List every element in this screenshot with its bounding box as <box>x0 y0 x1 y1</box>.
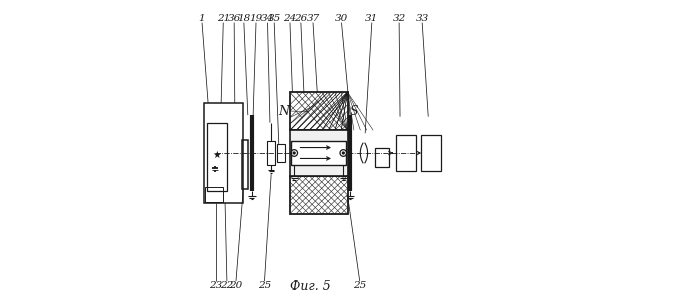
Bar <box>396 135 416 171</box>
Text: S: S <box>350 105 358 118</box>
Bar <box>421 135 441 171</box>
Bar <box>291 141 346 165</box>
Text: 22: 22 <box>220 281 234 290</box>
Text: 1: 1 <box>199 13 205 23</box>
Bar <box>375 148 389 167</box>
Text: 21: 21 <box>216 13 230 23</box>
Text: ★: ★ <box>213 150 222 159</box>
Text: 25: 25 <box>258 281 271 290</box>
Text: 18: 18 <box>237 13 251 23</box>
Text: Фиг. 5: Фиг. 5 <box>290 280 331 293</box>
Text: 37: 37 <box>307 13 320 23</box>
Text: 19: 19 <box>249 13 262 23</box>
Bar <box>207 123 227 191</box>
Bar <box>290 130 348 176</box>
Text: 25: 25 <box>353 281 366 290</box>
Text: 33: 33 <box>416 13 429 23</box>
Bar <box>267 141 275 165</box>
Bar <box>290 92 348 130</box>
Circle shape <box>293 152 295 154</box>
Bar <box>276 144 285 162</box>
Bar <box>241 140 248 189</box>
Text: N: N <box>278 105 289 118</box>
Circle shape <box>342 152 344 154</box>
Text: 32: 32 <box>393 13 406 23</box>
Text: 31: 31 <box>365 13 379 23</box>
Text: 23: 23 <box>209 281 223 290</box>
Text: 30: 30 <box>335 13 348 23</box>
Text: 20: 20 <box>230 281 243 290</box>
Text: 34: 34 <box>261 13 274 23</box>
Bar <box>204 103 244 203</box>
Text: 26: 26 <box>294 13 307 23</box>
Text: 36: 36 <box>228 13 241 23</box>
Bar <box>290 176 348 214</box>
Bar <box>205 187 223 202</box>
Text: 24: 24 <box>284 13 297 23</box>
Text: 35: 35 <box>267 13 281 23</box>
